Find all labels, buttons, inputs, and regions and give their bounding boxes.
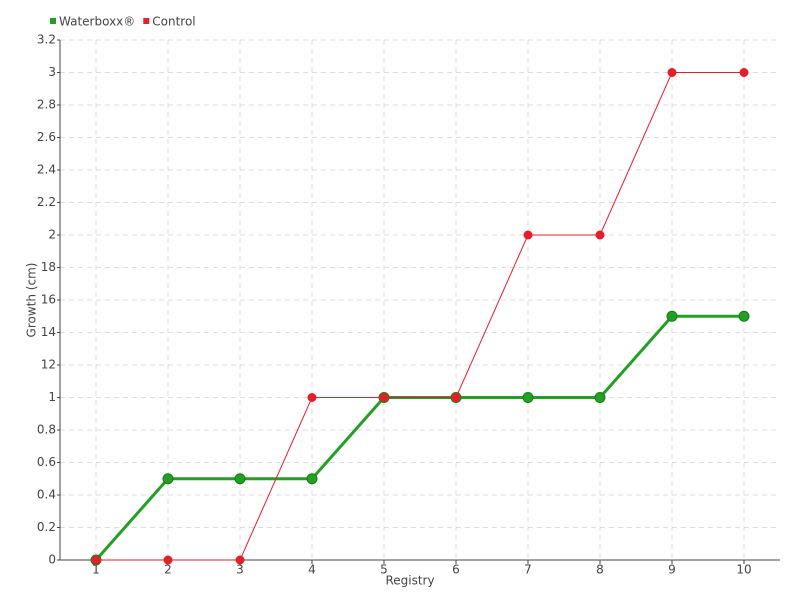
point xyxy=(594,392,606,403)
point xyxy=(379,393,389,402)
y-tick-label: 0.4 xyxy=(37,488,56,502)
point xyxy=(234,473,246,485)
point xyxy=(307,393,317,402)
point xyxy=(522,392,534,403)
x-tick-label: 1 xyxy=(92,563,100,577)
point xyxy=(666,310,678,322)
x-tick-label: 10 xyxy=(736,563,751,577)
point xyxy=(306,473,318,485)
x-axis-label: Registry xyxy=(385,574,434,588)
y-tick-label: 0 xyxy=(48,553,56,567)
y-tick-label: 1 xyxy=(48,390,56,404)
x-tick-label: 2 xyxy=(164,563,172,577)
y-tick-label: 2.8 xyxy=(37,98,56,112)
legend-swatch xyxy=(143,18,150,24)
point xyxy=(667,68,677,77)
point xyxy=(738,310,750,322)
y-tick-label: 0.2 xyxy=(37,520,56,534)
y-tick-label: 0.8 xyxy=(37,423,56,437)
point xyxy=(451,393,461,402)
legend-swatch xyxy=(50,18,56,24)
point xyxy=(163,555,173,565)
x-tick-label: 9 xyxy=(668,563,676,577)
series-line xyxy=(94,314,744,561)
y-tick-label: 2.6 xyxy=(37,130,56,144)
y-tick-label: 2.2 xyxy=(37,195,56,209)
point xyxy=(235,555,245,565)
x-tick-label: 6 xyxy=(452,563,460,577)
point xyxy=(523,230,533,240)
y-tick-label: 2 xyxy=(48,228,56,242)
y-tick-label: 0.6 xyxy=(37,455,56,469)
point xyxy=(91,555,101,565)
y-tick-label: 3.2 xyxy=(37,33,56,47)
point xyxy=(162,473,174,485)
series-line xyxy=(96,72,744,561)
point xyxy=(595,230,605,240)
legend-label: Control xyxy=(152,15,195,29)
x-tick-label: 8 xyxy=(596,563,604,577)
x-tick-label: 7 xyxy=(524,563,532,577)
y-tick-label: 3 xyxy=(48,65,56,79)
y-axis-label: Growth (cm) xyxy=(25,263,39,338)
y-tick-label: 18 xyxy=(41,260,56,274)
x-tick-label: 5 xyxy=(380,563,388,577)
y-tick-label: 2.4 xyxy=(37,163,56,177)
x-tick-label: 4 xyxy=(308,563,316,577)
y-tick-label: 12 xyxy=(41,358,56,372)
x-tick-label: 3 xyxy=(236,563,244,577)
y-tick-label: 14 xyxy=(41,325,56,339)
y-tick-label: 16 xyxy=(41,293,56,307)
legend-label: Waterboxx® xyxy=(59,15,135,29)
point xyxy=(739,68,749,77)
